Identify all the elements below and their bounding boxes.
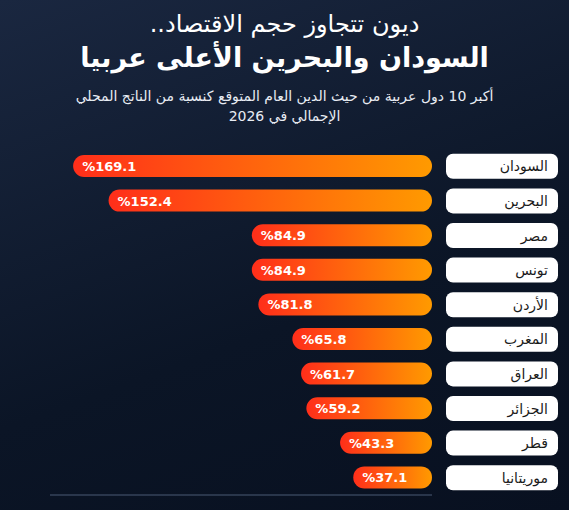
svg-text:%65.8: %65.8 xyxy=(301,332,346,347)
svg-text:%61.7: %61.7 xyxy=(310,367,355,382)
svg-text:المغرب: المغرب xyxy=(504,331,548,348)
svg-text:قطر: قطر xyxy=(521,435,548,452)
svg-text:%43.3: %43.3 xyxy=(349,436,394,451)
svg-text:العراق: العراق xyxy=(511,366,548,383)
html-text:السودان والبحرين الأعلى عربيا: السودان والبحرين الأعلى عربيا xyxy=(80,42,489,73)
svg-text:%169.1: %169.1 xyxy=(82,159,136,174)
svg-text:موريتانيا: موريتانيا xyxy=(502,470,548,487)
svg-text:%84.9: %84.9 xyxy=(261,263,306,278)
svg-text:تونس: تونس xyxy=(515,262,548,279)
html-text:ديون تتجاوز حجم الاقتصاد..: ديون تتجاوز حجم الاقتصاد.. xyxy=(149,10,420,38)
svg-text:%81.8: %81.8 xyxy=(267,297,312,312)
svg-text:الأردن: الأردن xyxy=(513,296,548,314)
svg-text:%152.4: %152.4 xyxy=(118,194,172,209)
svg-text:السودان: السودان xyxy=(500,158,548,175)
svg-text:%59.2: %59.2 xyxy=(315,401,360,416)
html-text:أكبر 10 دول عربية من حيث الدين: أكبر 10 دول عربية من حيث الدين العام الم… xyxy=(75,88,494,124)
svg-text:%84.9: %84.9 xyxy=(261,228,306,243)
svg-text:%37.1: %37.1 xyxy=(362,470,407,485)
svg-text:مصر: مصر xyxy=(520,228,548,245)
svg-text:البحرين: البحرين xyxy=(504,193,548,210)
svg-text:الجزائر: الجزائر xyxy=(507,401,548,418)
